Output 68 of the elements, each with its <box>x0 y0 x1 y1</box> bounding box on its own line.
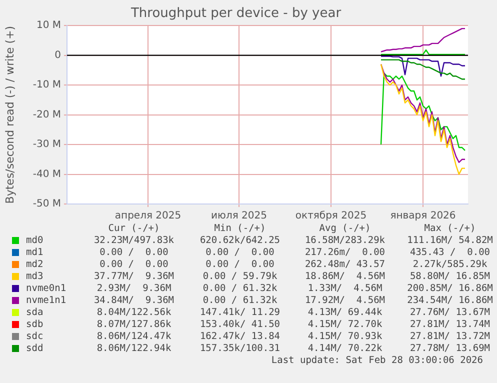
text: 4.13M/ 69.44k <box>306 307 384 318</box>
text: 17.92M/ 4.56M <box>304 295 386 306</box>
text: 27.81M/ 13.74M <box>408 319 492 330</box>
text: 8.04M/122.56k <box>96 307 172 318</box>
legend-label: md1 <box>26 247 44 258</box>
text: 0.00 / 0.00 <box>98 259 170 270</box>
text: 8.07M/127.86k <box>96 319 172 330</box>
legend-label: nvme1n1 <box>26 295 66 306</box>
y-tick-label: -10 M <box>32 80 61 91</box>
legend-label: sdb <box>26 319 44 330</box>
text: 4.15M/ 72.70k <box>306 319 384 330</box>
text: Avg (-/+) <box>318 223 372 234</box>
text: 18.86M/ 4.56M <box>304 271 386 282</box>
y-tick-label: -30 M <box>32 139 61 150</box>
x-tick-label: июля 2025 <box>211 210 267 222</box>
text: 27.76M/ 13.67M <box>408 307 492 318</box>
text: Last update: Sat Feb 28 03:00:06 2026 <box>271 355 483 366</box>
legend-label: md3 <box>26 271 44 282</box>
text: 34.84M/ 9.36M <box>92 295 176 306</box>
text: 435.43 / 0.00 <box>408 247 492 258</box>
text: 0.00 / 59.79k <box>202 271 278 282</box>
text: 2.93M/ 9.36M <box>96 283 172 294</box>
text: 0.00 / 0.00 <box>204 247 276 258</box>
text: 27.81M/ 13.72M <box>408 331 492 342</box>
chart-title: Throughput per device - by year <box>130 6 342 22</box>
text: Min (-/+) <box>213 223 267 234</box>
text: 157.35k/100.31 <box>198 343 282 354</box>
text: 111.16M/ 54.82M <box>406 235 494 246</box>
legend-label: md2 <box>26 259 44 270</box>
y-tick-label: 10 M <box>36 20 61 32</box>
text: 8.06M/122.94k <box>96 343 172 354</box>
x-tick-label: апреля 2025 <box>114 210 182 222</box>
text: 8.06M/124.47k <box>96 331 172 342</box>
text: Max (-/+) <box>423 223 477 234</box>
legend-label: nvme0n1 <box>26 283 66 294</box>
text: 2.27k/585.29k <box>412 259 488 270</box>
text: 162.47k/ 13.84 <box>198 331 282 342</box>
text: 262.48m/ 43.57 <box>304 259 386 270</box>
y-tick-label: -50 M <box>32 198 61 210</box>
text: 147.41k/ 11.29 <box>198 307 282 318</box>
text: 0.00 / 0.00 <box>204 259 276 270</box>
text: 16.58M/283.29k <box>304 235 386 246</box>
y-tick-label: -20 M <box>32 109 61 120</box>
text: 1.33M/ 4.56M <box>306 283 384 294</box>
legend-label: md0 <box>26 235 44 246</box>
text: 32.23M/497.83k <box>92 235 176 246</box>
legend-label: sdc <box>26 331 44 342</box>
text: 620.62k/642.25 <box>198 235 282 246</box>
y-axis-title: Bytes/second read (-) / write (+) <box>3 26 16 204</box>
text: 217.26m/ 0.00 <box>304 247 386 258</box>
y-tick-label: -40 M <box>32 168 61 180</box>
x-tick-label: октября 2025 <box>295 210 367 222</box>
text: 0.00 / 61.32k <box>202 283 278 294</box>
y-tick-label: 0 <box>54 50 61 61</box>
text: 4.15M/ 70.93k <box>306 331 384 342</box>
legend-label: sdd <box>26 343 44 354</box>
text: 0.00 / 61.32k <box>202 295 278 306</box>
legend-label: sda <box>26 307 44 318</box>
x-tick-label: января 2026 <box>390 210 456 222</box>
text: 200.85M/ 16.86M <box>406 283 494 294</box>
text: 0.00 / 0.00 <box>98 247 170 258</box>
text: 58.80M/ 16.85M <box>408 271 492 282</box>
text: 234.54M/ 16.86M <box>406 295 494 306</box>
text: 27.78M/ 13.69M <box>408 343 492 354</box>
text: 4.14M/ 70.22k <box>306 343 384 354</box>
text: 37.77M/ 9.36M <box>92 271 176 282</box>
text: 153.40k/ 41.50 <box>198 319 282 330</box>
text: Cur (-/+) <box>107 223 161 234</box>
